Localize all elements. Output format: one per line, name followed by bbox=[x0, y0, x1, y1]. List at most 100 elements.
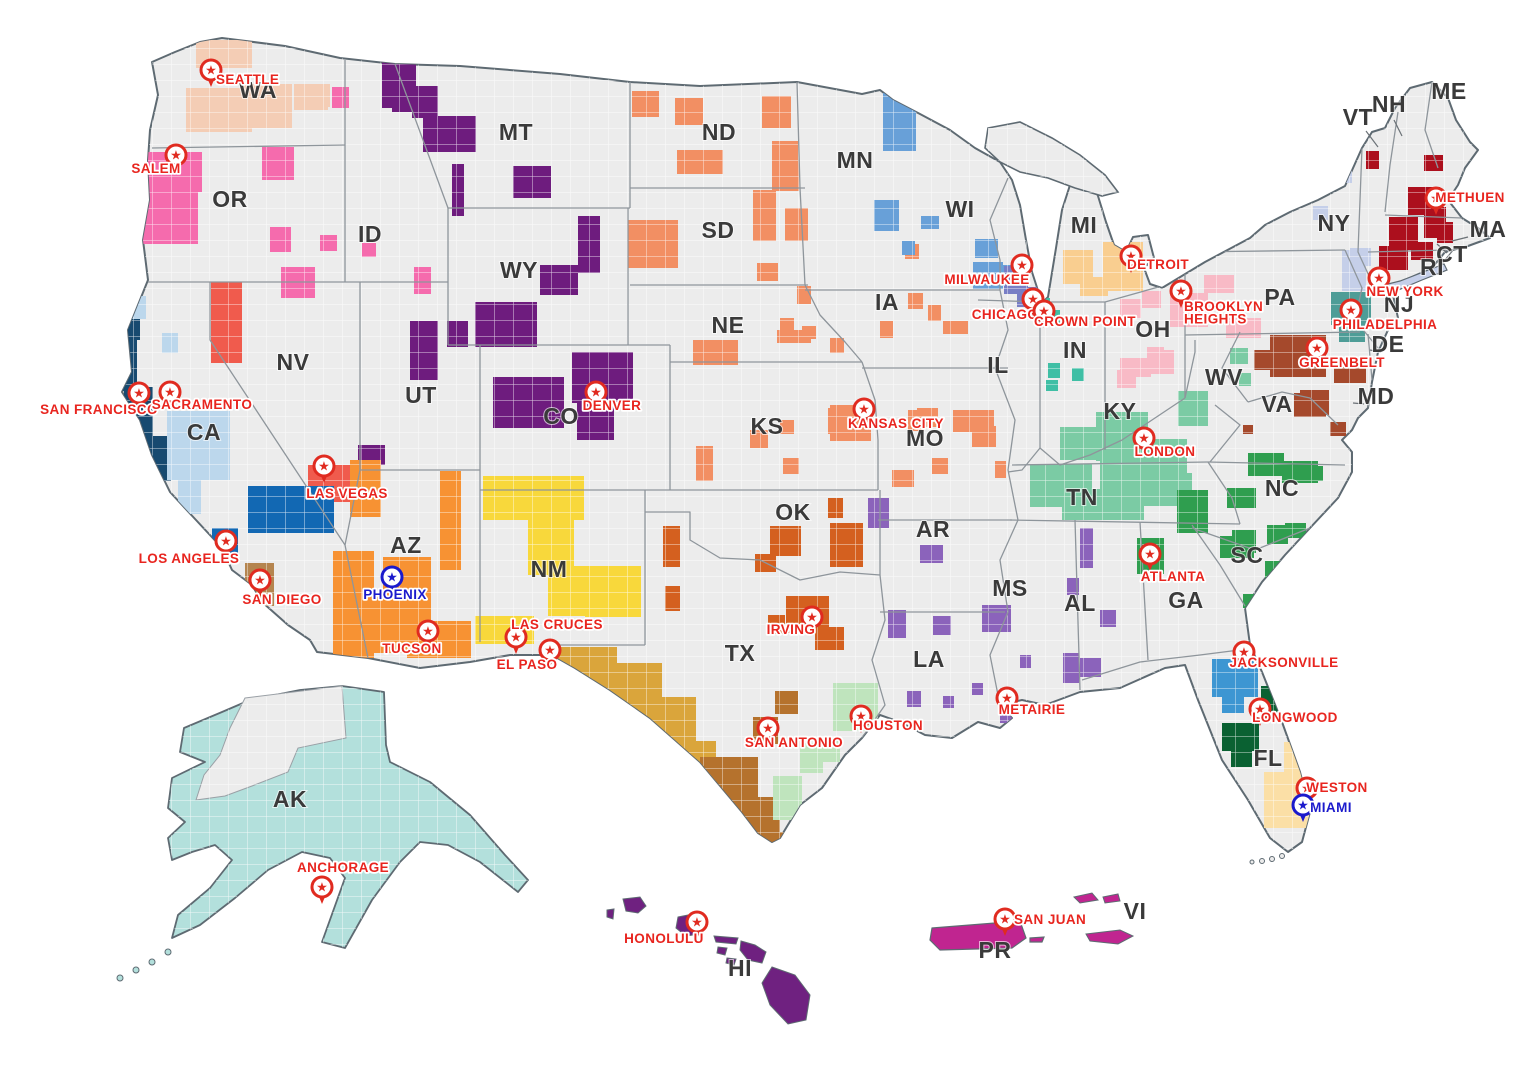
florida-keys-island bbox=[1249, 859, 1255, 865]
star-icon: ★ bbox=[318, 459, 330, 474]
pin-circle-icon bbox=[416, 619, 440, 643]
city-label-anchorage: ANCHORAGE bbox=[297, 860, 389, 875]
pin-circle-icon bbox=[248, 568, 272, 592]
star-icon: ★ bbox=[1125, 249, 1137, 264]
star-icon: ★ bbox=[133, 386, 145, 401]
state-label-al: AL bbox=[1064, 590, 1096, 616]
city-marker-metairie[interactable]: ★ bbox=[995, 686, 1019, 715]
star-icon: ★ bbox=[858, 402, 870, 417]
state-label-md: MD bbox=[1358, 383, 1395, 409]
state-labels: WA OR ID MT WY NV UT CA AZ NM CO ND SD NE KS OK TX MN IA MO… bbox=[186, 76, 1507, 982]
city-label-methuen: METHUEN bbox=[1435, 190, 1505, 205]
star-icon: ★ bbox=[422, 624, 434, 639]
star-icon: ★ bbox=[1001, 691, 1013, 706]
state-label-ia: IA bbox=[875, 289, 899, 315]
state-label-nh: NH bbox=[1372, 91, 1406, 117]
city-marker-london[interactable]: ★ bbox=[1132, 426, 1156, 455]
city-marker-longwood[interactable]: ★ bbox=[1248, 697, 1272, 726]
city-marker-las-vegas[interactable]: ★ bbox=[312, 454, 336, 483]
city-marker-methuen[interactable]: ★ bbox=[1424, 186, 1448, 215]
aleutian-island bbox=[164, 948, 172, 956]
city-label-metairie: METAIRIE bbox=[999, 702, 1066, 717]
city-marker-philadelphia[interactable]: ★ bbox=[1339, 298, 1363, 327]
city-label-london: LONDON bbox=[1135, 444, 1196, 459]
state-label-nd: ND bbox=[702, 119, 736, 145]
city-label-san-antonio: SAN ANTONIO bbox=[745, 735, 843, 750]
star-icon: ★ bbox=[316, 880, 328, 895]
pin-circle-icon bbox=[380, 565, 404, 589]
star-icon: ★ bbox=[999, 912, 1011, 927]
state-label-la: LA bbox=[913, 646, 945, 672]
city-marker-atlanta[interactable]: ★ bbox=[1138, 542, 1162, 571]
city-marker-denver[interactable]: ★ bbox=[584, 380, 608, 409]
city-marker-salem[interactable]: ★ bbox=[164, 143, 188, 172]
city-label-kansas-city: KANSAS CITY bbox=[848, 416, 944, 431]
star-icon: ★ bbox=[386, 570, 398, 585]
pin-circle-icon bbox=[849, 704, 873, 728]
star-icon: ★ bbox=[1297, 798, 1309, 813]
hawaii-island bbox=[725, 957, 737, 966]
star-icon: ★ bbox=[1311, 341, 1323, 356]
state-label-co: CO bbox=[543, 403, 579, 429]
city-marker-brooklyn-heights[interactable]: ★ bbox=[1169, 279, 1193, 308]
city-label-brooklyn-heights: BROOKLYN bbox=[1184, 299, 1263, 314]
city-marker-san-antonio[interactable]: ★ bbox=[756, 716, 780, 745]
florida-keys-island bbox=[1279, 853, 1285, 859]
city-marker-sacramento[interactable]: ★ bbox=[158, 380, 182, 409]
city-label-chicago: CHICAGO bbox=[972, 307, 1039, 322]
city-marker-san-francisco[interactable]: ★ bbox=[127, 381, 151, 410]
city-label-philadelphia: PHILADELPHIA bbox=[1333, 317, 1438, 332]
city-marker-miami[interactable]: ★ bbox=[1291, 793, 1315, 822]
city-marker-crown-point[interactable]: ★ bbox=[1032, 299, 1056, 328]
state-label-tx: TX bbox=[725, 640, 756, 666]
state-label-wa: WA bbox=[239, 77, 277, 103]
city-markers: ★SEATTLE★SALEM★SAN FRANCISCO★SACRAMENTO★… bbox=[38, 58, 1506, 948]
city-label-longwood: LONGWOOD bbox=[1252, 710, 1338, 725]
pin-circle-icon bbox=[1367, 266, 1391, 290]
city-marker-jacksonville[interactable]: ★ bbox=[1232, 640, 1256, 669]
city-label-salem: SALEM bbox=[131, 161, 180, 176]
state-label-sd: SD bbox=[702, 217, 735, 243]
state-label-fl: FL bbox=[1253, 745, 1282, 771]
state-label-ne: NE bbox=[712, 312, 745, 338]
state-label-ct: CT bbox=[1436, 241, 1468, 267]
state-label-va: VA bbox=[1261, 391, 1292, 417]
state-label-ca: CA bbox=[187, 419, 221, 445]
city-label-irving: IRVING bbox=[767, 622, 816, 637]
city-label-tucson: TUCSON bbox=[382, 641, 441, 656]
state-label-in: IN bbox=[1063, 337, 1087, 363]
city-marker-los-angeles[interactable]: ★ bbox=[214, 529, 238, 558]
city-marker-anchorage[interactable]: ★ bbox=[310, 875, 334, 904]
pin-circle-icon bbox=[1132, 426, 1156, 450]
pin-circle-icon bbox=[158, 380, 182, 404]
city-marker-el-paso[interactable]: ★ bbox=[538, 638, 562, 667]
virgin-islands-island bbox=[1085, 929, 1135, 945]
city-marker-kansas-city[interactable]: ★ bbox=[852, 397, 876, 426]
aleutian-island bbox=[132, 966, 140, 974]
pin-circle-icon bbox=[504, 625, 528, 649]
star-icon: ★ bbox=[205, 63, 217, 78]
city-marker-las-cruces[interactable]: ★ bbox=[504, 625, 528, 654]
city-marker-irving[interactable]: ★ bbox=[800, 605, 824, 634]
city-marker-honolulu[interactable]: ★ bbox=[685, 910, 709, 939]
city-marker-detroit[interactable]: ★ bbox=[1119, 244, 1143, 273]
city-marker-greenbelt[interactable]: ★ bbox=[1305, 336, 1329, 365]
florida-keys-island bbox=[1269, 856, 1275, 862]
city-marker-san-diego[interactable]: ★ bbox=[248, 568, 272, 597]
city-marker-phoenix[interactable]: ★ bbox=[380, 565, 404, 594]
pin-circle-icon bbox=[993, 907, 1017, 931]
state-label-pr: PR bbox=[979, 937, 1012, 963]
state-label-hi: HI bbox=[728, 955, 752, 981]
city-marker-seattle[interactable]: ★ bbox=[199, 58, 223, 87]
city-marker-milwaukee[interactable]: ★ bbox=[1010, 253, 1034, 282]
city-marker-houston[interactable]: ★ bbox=[849, 704, 873, 733]
virgin-islands-island bbox=[1073, 892, 1099, 904]
pin-circle-icon bbox=[214, 529, 238, 553]
city-label-milwaukee: MILWAUKEE bbox=[944, 272, 1029, 287]
city-marker-new-york[interactable]: ★ bbox=[1367, 266, 1391, 295]
city-marker-san-juan[interactable]: ★ bbox=[993, 907, 1017, 936]
city-marker-tucson[interactable]: ★ bbox=[416, 619, 440, 648]
state-label-ak: AK bbox=[273, 786, 307, 812]
